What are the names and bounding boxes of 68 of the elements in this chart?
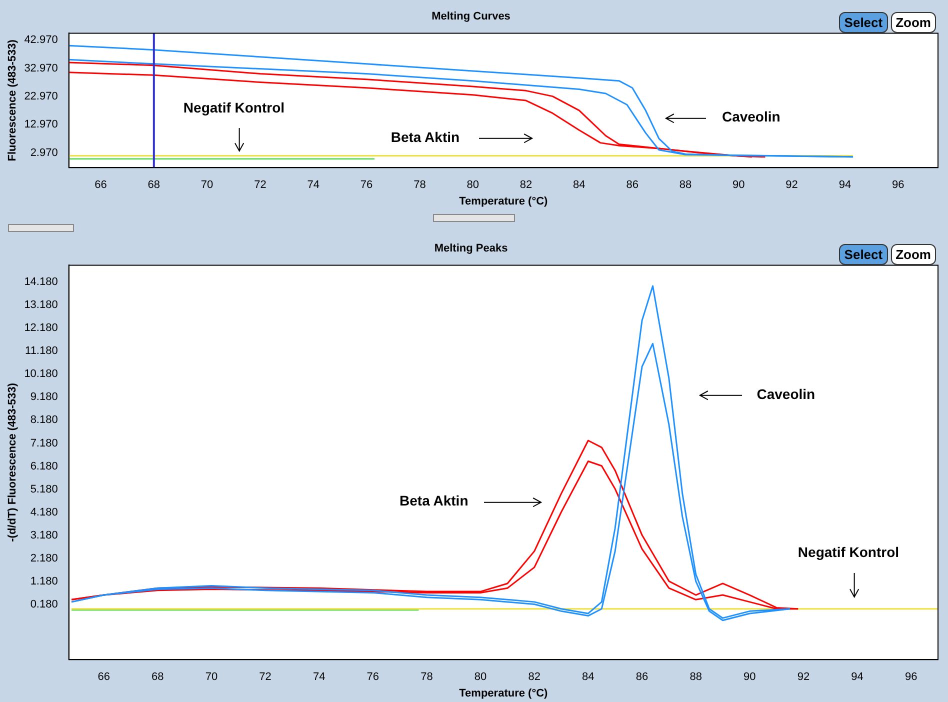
annotation: Caveolin (722, 108, 780, 125)
y-tick-label: 12.970 (24, 118, 58, 131)
annotation: Negatif Kontrol (798, 544, 900, 560)
chart-title: Melting Curves (432, 10, 510, 23)
y-tick-label: 22.970 (24, 90, 58, 102)
x-tick-label: 96 (904, 671, 918, 684)
x-tick-label: 92 (797, 671, 810, 684)
y-tick-label: 11.180 (25, 345, 58, 358)
x-tick-label: 92 (786, 179, 798, 192)
x-tick-label: 80 (466, 179, 479, 192)
y-tick-label: 8.180 (30, 414, 58, 426)
x-tick-label: 82 (520, 179, 532, 192)
y-axis-title: -(d/dT) Fluorescence (483-533) (6, 382, 19, 542)
y-tick-label: 7.180 (30, 437, 58, 450)
x-tick-label: 70 (205, 671, 218, 684)
x-axis-title: Temperature (°C) (459, 195, 548, 208)
annotation: Beta Aktin (390, 128, 460, 145)
x-tick-label: 76 (360, 179, 373, 192)
text: Zoom (890, 12, 936, 33)
y-tick-label: 10.180 (24, 368, 58, 380)
x-tick-label: 82 (528, 671, 540, 684)
x-tick-label: 74 (307, 179, 320, 192)
chart-title: Melting Peaks (434, 242, 508, 255)
x-tick-label: 94 (838, 179, 852, 192)
text: Select (839, 244, 888, 265)
x-tick-label: 66 (94, 179, 107, 192)
y-tick-label: 9.180 (30, 391, 58, 404)
y-tick-label: 4.180 (30, 506, 58, 518)
x-tick-label: 90 (744, 671, 756, 684)
x-tick-label: 78 (420, 671, 433, 684)
x-tick-label: 70 (200, 179, 214, 192)
x-tick-label: 84 (573, 179, 586, 192)
x-tick-label: 74 (312, 671, 326, 684)
x-tick-label: 88 (679, 179, 692, 192)
x-tick-label: 84 (582, 671, 594, 684)
annotation: Beta Aktin (400, 492, 468, 509)
y-tick-label: 2.970 (30, 146, 58, 159)
y-tick-label: 3.180 (30, 530, 58, 542)
x-tick-label: 68 (148, 179, 160, 192)
x-tick-label: 86 (626, 179, 638, 192)
annotation: Caveolin (756, 386, 816, 402)
x-tick-label: 96 (892, 179, 904, 192)
y-tick-label: 32.970 (24, 62, 58, 74)
x-tick-label: 80 (474, 671, 487, 684)
y-tick-label: 5.180 (30, 483, 58, 496)
x-tick-label: 88 (690, 671, 702, 684)
x-tick-label: 86 (636, 671, 648, 684)
x-axis-title: Temperature (°C) (459, 687, 548, 700)
x-tick-label: 66 (98, 671, 110, 684)
y-tick-label: 1.180 (30, 576, 58, 588)
x-tick-label: 72 (259, 671, 272, 684)
y-tick-label: 12.180 (24, 322, 58, 334)
y-tick-label: 6.180 (30, 460, 58, 472)
y-tick-label: 13.180 (24, 298, 58, 311)
x-tick-label: 90 (732, 179, 745, 192)
y-tick-label: 0.180 (30, 598, 58, 611)
x-tick-label: 94 (851, 671, 864, 684)
x-tick-label: 76 (366, 671, 380, 684)
annotation: Negatif Kontrol (183, 99, 285, 116)
text: Zoom (890, 244, 936, 265)
y-tick-label: 14.180 (24, 276, 58, 288)
x-tick-label: 68 (152, 671, 164, 684)
x-tick-label: 72 (254, 179, 266, 192)
text: Select (839, 12, 888, 33)
y-tick-label: 42.970 (24, 34, 58, 46)
y-axis-title: Fluorescence (483-533) (6, 39, 19, 162)
y-tick-label: 2.180 (30, 552, 58, 565)
x-tick-label: 78 (414, 179, 426, 192)
